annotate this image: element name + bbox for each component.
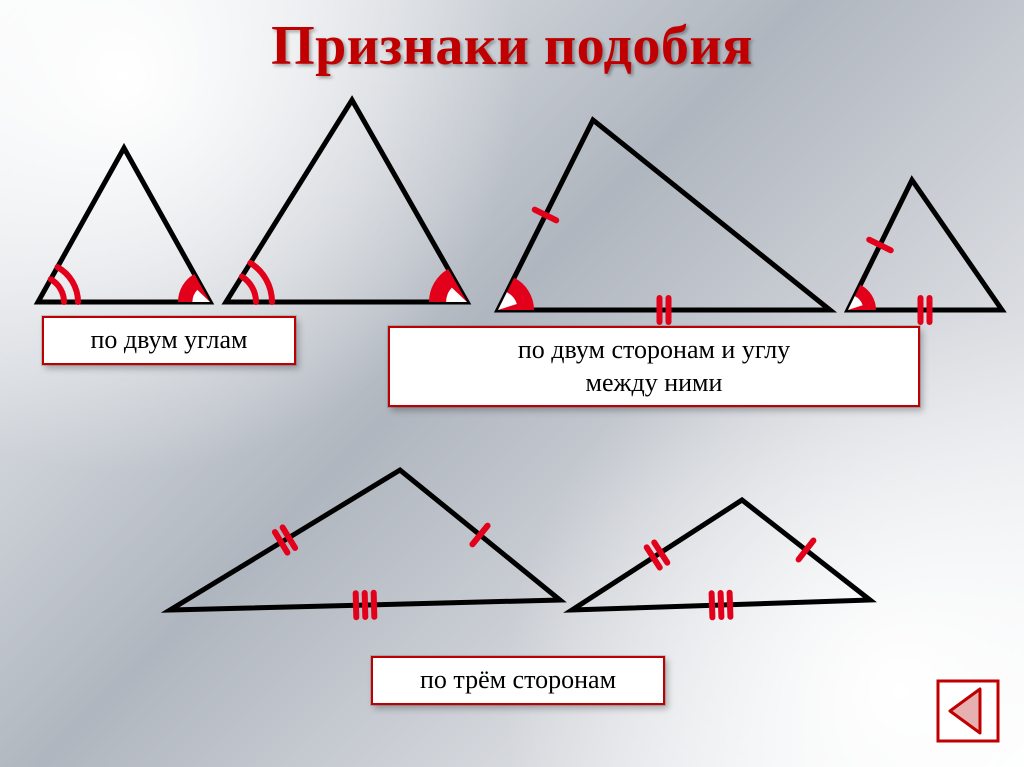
page-title: Признаки подобия xyxy=(0,14,1024,78)
caption-aa: по двум углам xyxy=(42,316,296,365)
nav-back-button[interactable] xyxy=(936,679,1000,743)
nav-back-icon xyxy=(936,679,1000,743)
caption-sas: по двум сторонам и углу между ними xyxy=(388,326,920,407)
caption-sss: по трём сторонам xyxy=(371,656,665,705)
